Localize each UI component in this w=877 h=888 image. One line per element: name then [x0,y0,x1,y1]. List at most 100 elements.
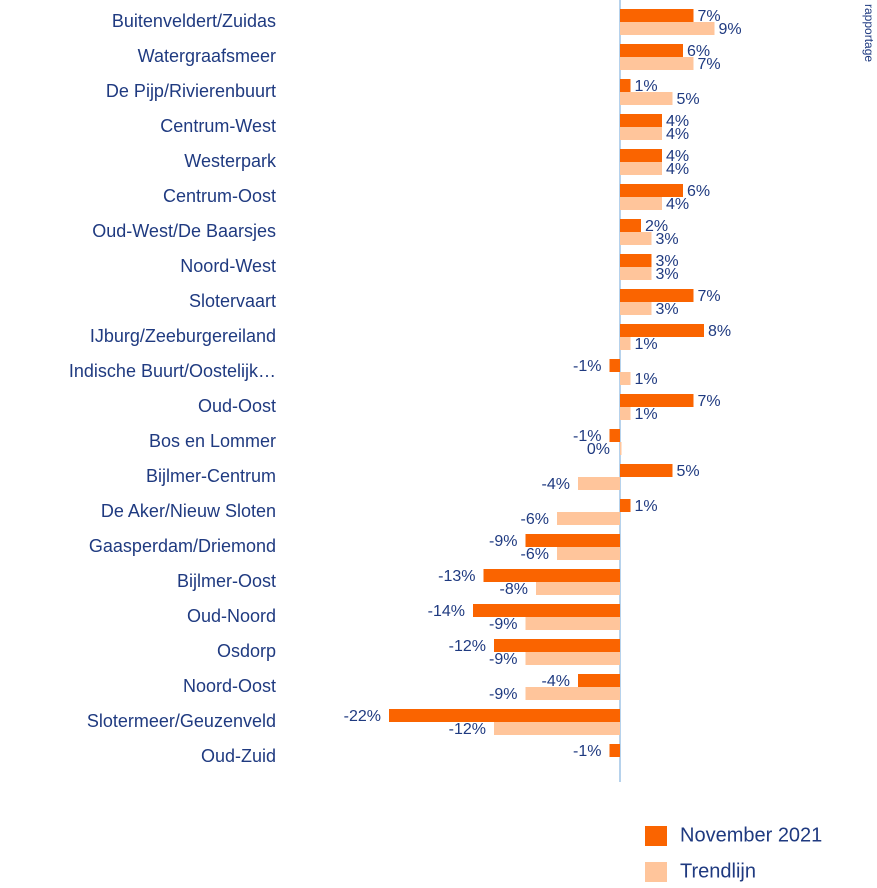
value-label: -1% [573,358,601,375]
category-label: Westerpark [184,151,277,171]
value-label: -13% [438,568,475,585]
bar [620,394,694,407]
value-label: 1% [635,336,658,353]
value-label: 4% [666,148,689,165]
value-label: 4% [666,113,689,130]
value-label: -6% [521,546,549,563]
bar [483,569,620,582]
category-label: Bos en Lommer [149,431,276,451]
value-label: -9% [489,686,517,703]
bar [609,429,620,442]
category-label: Oud-Oost [198,396,276,416]
bar [620,337,631,350]
bar [620,324,704,337]
legend-label: November 2021 [680,824,822,846]
category-label: Indische Buurt/Oostelijk… [69,361,276,381]
value-label: -8% [500,581,528,598]
value-label: -1% [573,743,601,760]
category-label: Oud-West/De Baarsjes [92,221,276,241]
category-label: Noord-West [180,256,276,276]
bar [620,267,652,280]
category-label: De Pijp/Rivierenbuurt [106,81,276,101]
value-label: 5% [677,91,700,108]
bar [620,289,694,302]
category-label: Slotervaart [189,291,276,311]
bar [525,534,620,547]
value-label: -4% [542,476,570,493]
legend-swatch [645,862,667,882]
value-label: 1% [635,78,658,95]
bar [525,652,620,665]
bar [620,44,683,57]
bar [620,407,631,420]
value-label: 4% [666,126,689,143]
bar [620,499,631,512]
bar [609,359,620,372]
value-label: -6% [521,511,549,528]
category-label: Osdorp [217,641,276,661]
bar [620,302,652,315]
value-label: -9% [489,651,517,668]
legend-label: Trendlijn [680,860,756,882]
bar [494,639,620,652]
category-label: Centrum-Oost [163,186,276,206]
category-label: IJburg/Zeeburgereiland [90,326,276,346]
bar [557,512,620,525]
bar [620,149,662,162]
value-label: 1% [635,498,658,515]
bar [620,127,662,140]
value-label: -1% [573,428,601,445]
category-label: Slotermeer/Geuzenveld [87,711,276,731]
category-label: Oud-Zuid [201,746,276,766]
value-label: 7% [698,8,721,25]
value-label: 6% [687,43,710,60]
bar [557,547,620,560]
bar [620,22,715,35]
bar [620,254,652,267]
category-label: Watergraafsmeer [138,46,276,66]
value-label: 3% [656,301,679,318]
note: rapportage [862,4,876,62]
category-label: Bijlmer-Centrum [146,466,276,486]
value-label: 6% [687,183,710,200]
value-label: 2% [645,218,668,235]
bar [620,9,694,22]
value-label: 4% [666,161,689,178]
bar [620,79,631,92]
value-label: 8% [708,323,731,340]
category-label: Oud-Noord [187,606,276,626]
bar [620,219,641,232]
value-label: -22% [344,708,381,725]
value-label: -12% [449,721,486,738]
bar [620,372,631,385]
bar [620,57,694,70]
value-label: -4% [542,673,570,690]
value-label: 9% [719,21,742,38]
value-label: 3% [656,231,679,248]
legend-swatch [645,826,667,846]
bar [525,617,620,630]
value-label: 0% [587,441,610,458]
bar [578,674,620,687]
bar [620,464,673,477]
value-label: -14% [428,603,465,620]
bar [620,442,622,455]
bar [525,687,620,700]
value-label: -9% [489,533,517,550]
bar [620,232,652,245]
bar [609,744,620,757]
category-label: Gaasperdam/Driemond [89,536,276,556]
bar [473,604,620,617]
value-label: 5% [677,463,700,480]
category-label: Centrum-West [160,116,276,136]
value-label: 4% [666,196,689,213]
value-label: 1% [635,406,658,423]
value-label: -9% [489,616,517,633]
bar [620,184,683,197]
bar [494,722,620,735]
bar [536,582,620,595]
value-label: 7% [698,288,721,305]
category-label: Noord-Oost [183,676,276,696]
value-label: 3% [656,253,679,270]
